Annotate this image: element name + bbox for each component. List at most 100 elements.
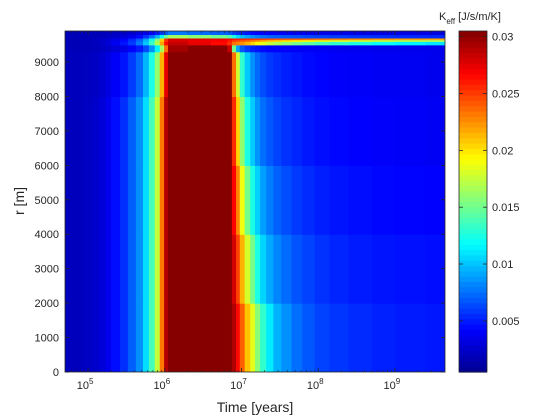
heatmap-cell bbox=[329, 303, 350, 372]
heatmap-cell bbox=[314, 51, 331, 98]
heatmap-cell bbox=[91, 31, 100, 36]
heatmap-cell bbox=[291, 165, 303, 235]
heatmap-cell bbox=[127, 96, 137, 166]
heatmap-cell bbox=[236, 34, 241, 39]
colorbar-label: Keff [J/s/m/K] bbox=[439, 11, 501, 26]
heatmap-cell bbox=[250, 41, 256, 44]
heatmap-cell bbox=[231, 37, 237, 41]
heatmap-cell bbox=[425, 165, 445, 235]
heatmap-cell bbox=[260, 41, 267, 44]
heatmap-cell bbox=[425, 34, 445, 39]
heatmap-cell bbox=[236, 41, 241, 44]
heatmap-cell bbox=[210, 39, 228, 42]
heatmap-cell bbox=[239, 42, 246, 46]
heatmap-cell bbox=[167, 303, 189, 372]
heatmap-cell bbox=[255, 34, 261, 39]
heatmap-cell bbox=[227, 42, 233, 46]
heatmap-cell bbox=[187, 39, 212, 42]
heatmap-cell bbox=[82, 34, 92, 39]
heatmap-cell bbox=[255, 51, 261, 98]
colorbar-segment bbox=[459, 324, 487, 330]
colorbar-segment bbox=[459, 116, 487, 123]
heatmap-cell bbox=[281, 51, 293, 98]
heatmap-cell bbox=[119, 303, 129, 372]
heatmap-cell bbox=[65, 34, 75, 39]
heatmap-cell bbox=[291, 39, 303, 42]
heatmap-cell bbox=[65, 96, 75, 166]
heatmap-cell bbox=[260, 37, 267, 41]
heatmap-cell bbox=[371, 44, 396, 53]
heatmap-cell bbox=[302, 303, 316, 372]
heatmap-cell bbox=[99, 34, 107, 39]
heatmap-cell bbox=[371, 37, 396, 41]
heatmap-cell bbox=[167, 39, 189, 42]
heatmap-cell bbox=[231, 41, 237, 44]
heatmap-cells bbox=[65, 31, 445, 372]
heatmap-cell bbox=[236, 37, 241, 41]
heatmap-cell bbox=[231, 42, 237, 46]
heatmap-cell bbox=[266, 42, 274, 46]
colorbar-tick-label: 0.005 bbox=[492, 316, 520, 328]
heatmap-cell bbox=[250, 303, 256, 372]
heatmap-cell bbox=[167, 34, 189, 39]
heatmap-cell bbox=[73, 39, 84, 42]
heatmap-cell bbox=[210, 303, 228, 372]
heatmap-cell bbox=[82, 41, 92, 44]
heatmap-cell bbox=[127, 41, 137, 44]
heatmap-cell bbox=[348, 51, 373, 98]
heatmap-cell bbox=[394, 34, 427, 39]
colorbar-segment bbox=[459, 169, 487, 176]
heatmap-cell bbox=[187, 41, 212, 44]
heatmap-cell bbox=[291, 234, 303, 304]
heatmap-cell bbox=[314, 37, 331, 41]
heatmap-cell bbox=[273, 42, 282, 46]
heatmap-cell bbox=[105, 165, 112, 235]
heatmap-cell bbox=[154, 44, 161, 53]
colorbar: 0.005 0.01 0.015 0.02 0.025 0.03 bbox=[458, 30, 520, 373]
heatmap-cell bbox=[371, 39, 396, 42]
heatmap-cell bbox=[314, 42, 331, 46]
heatmap-cell bbox=[302, 51, 316, 98]
y-tick-label: 9000 bbox=[35, 57, 59, 69]
heatmap-cell bbox=[255, 234, 261, 304]
heatmap-cell bbox=[394, 51, 427, 98]
colorbar-segment bbox=[459, 281, 487, 288]
heatmap-cell bbox=[148, 42, 156, 46]
heatmap-cell bbox=[255, 41, 261, 44]
heatmap-cell bbox=[227, 165, 233, 235]
heatmap-cell bbox=[99, 41, 107, 44]
y-tick-label: 4000 bbox=[35, 229, 59, 241]
heatmap-cell bbox=[143, 34, 150, 39]
heatmap-cell bbox=[111, 234, 121, 304]
heatmap-cell bbox=[111, 96, 121, 166]
heatmap-cell bbox=[91, 41, 100, 44]
colorbar-segment bbox=[459, 265, 487, 272]
heatmap-cell bbox=[91, 165, 100, 235]
heatmap-cell bbox=[250, 34, 256, 39]
heatmap-cell bbox=[65, 42, 75, 46]
heatmap-cell bbox=[227, 41, 233, 44]
heatmap-cell bbox=[164, 51, 169, 98]
heatmap-cell bbox=[266, 234, 274, 304]
heatmap-cell bbox=[302, 234, 316, 304]
heatmap-cell bbox=[105, 51, 112, 98]
colorbar-segment bbox=[459, 110, 487, 117]
heatmap-cell bbox=[187, 34, 212, 39]
y-tick-label: 0 bbox=[53, 367, 59, 379]
heatmap-cell bbox=[187, 51, 212, 98]
heatmap-cell bbox=[119, 34, 129, 39]
colorbar-segment bbox=[459, 142, 487, 149]
colorbar-tick-label: 0.03 bbox=[492, 32, 513, 44]
heatmap-cell bbox=[143, 234, 150, 304]
heatmap-cell bbox=[148, 303, 156, 372]
heatmap-cell bbox=[187, 31, 212, 36]
heatmap-cell bbox=[119, 39, 129, 42]
heatmap-cell bbox=[231, 51, 237, 98]
heatmap-cell bbox=[329, 44, 350, 53]
heatmap-cell bbox=[210, 42, 228, 46]
heatmap-cell bbox=[65, 39, 75, 42]
heatmap-cell bbox=[329, 34, 350, 39]
heatmap-cell bbox=[105, 42, 112, 46]
heatmap-cell bbox=[255, 165, 261, 235]
heatmap-cell bbox=[73, 37, 84, 41]
